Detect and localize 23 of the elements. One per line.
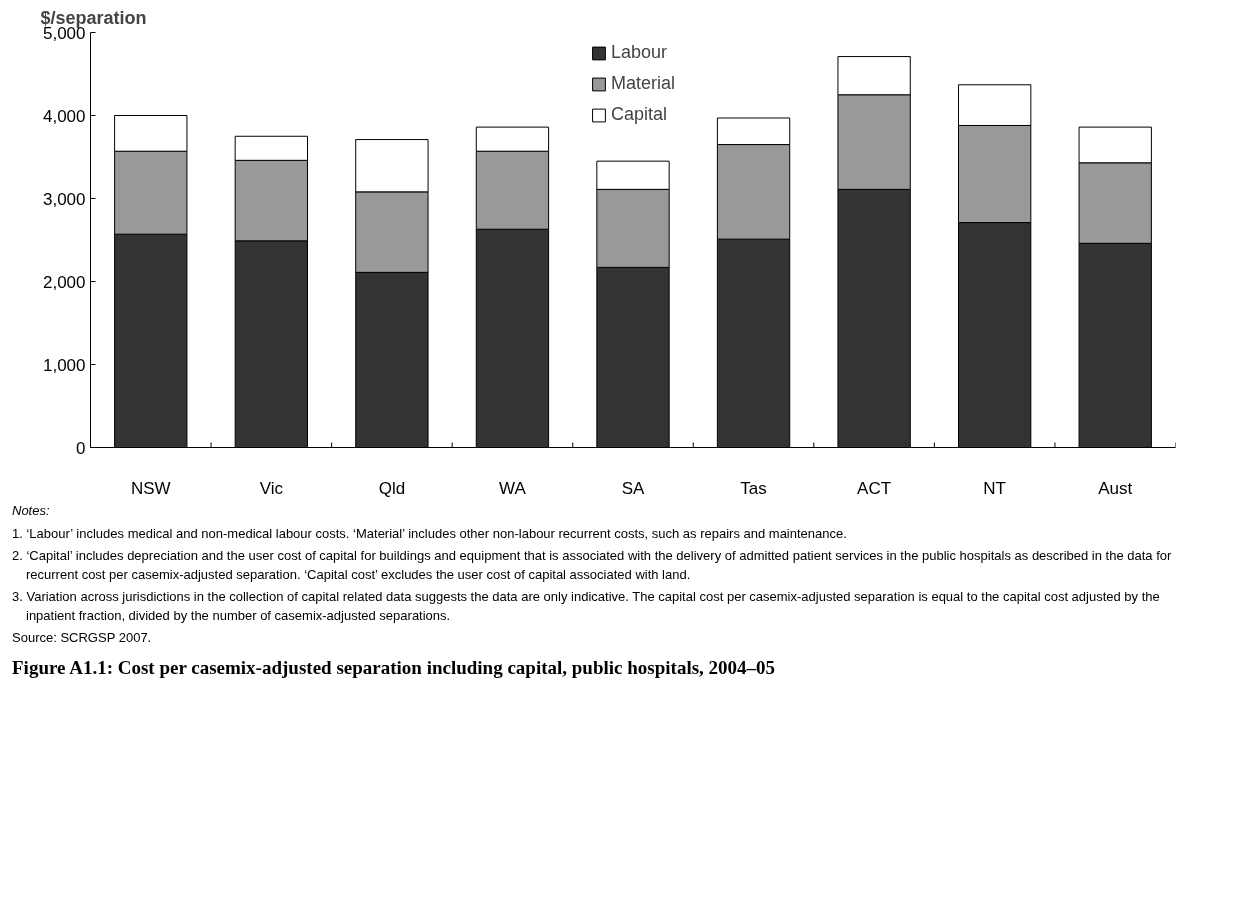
x-tick-label: ACT [857, 478, 892, 498]
x-tick-label: Aust [1098, 478, 1133, 498]
legend-label: Material [610, 73, 676, 94]
x-tick-label: NT [983, 478, 1007, 498]
x-tick-label: Vic [259, 478, 284, 498]
source-note: Source: SCRGSP 2007. [12, 629, 152, 648]
y-tick-label: 4,000 [42, 106, 86, 126]
legend-label: Capital [610, 104, 668, 125]
x-tick-label: Tas [740, 478, 767, 498]
x-tick-label: WA [499, 478, 527, 498]
x-tick-label: NSW [130, 478, 171, 498]
text: Notes: [12, 502, 50, 520]
y-tick-label: 0 [76, 438, 86, 458]
x-tick-label: SA [621, 478, 645, 498]
text: 2. ‘Capital’ includes depreciation and the user cost of capital for buildings and equipment that is associated with the delivery of admitted patient services in the public hospitals as described in the data for recurrent cost per casemix-adjusted separation. ‘Capital cost’ excludes the user cost of capital associated with land. [12, 547, 1173, 584]
text: 1. ‘Labour’ includes medical and non-medical labour costs. ‘Material’ includes other non-labour recurrent costs, such as repairs and maintenance. [12, 524, 847, 543]
x-tick-label: Qld [378, 478, 406, 498]
y-tick-label: 2,000 [42, 272, 86, 292]
legend-label: Labour [610, 42, 668, 63]
y-tick-label: 1,000 [42, 355, 86, 375]
text: 3. Variation across jurisdictions in the collection of capital related data suggests the data are only indicative. The capital cost per casemix-adjusted separation is equal to the capital cost adjusted by the inpatient fraction, divided by the number of casemix-adjusted separations. [12, 588, 1161, 625]
text: Figure A1.1: Cost per casemix-adjusted separation including capital, public hospitals, 2004–05 [12, 655, 776, 680]
y-tick-label: 3,000 [42, 189, 86, 209]
